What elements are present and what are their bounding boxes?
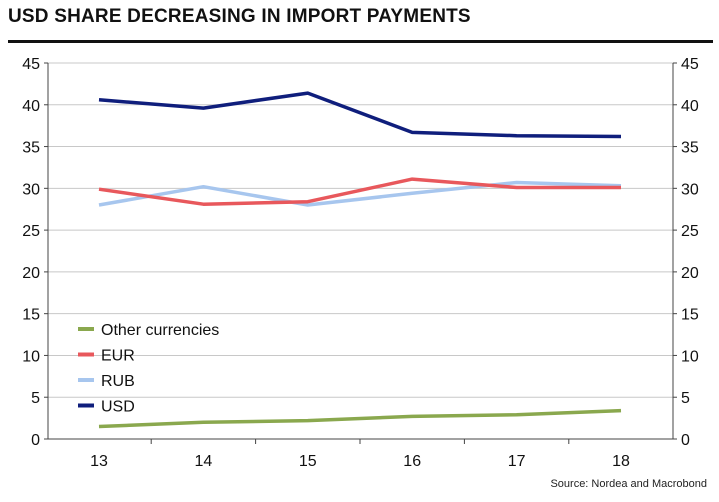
tick-labels: 0 0 5 5 10 10 15 15 20 20 25 25 30 30 35 35 40 40 45 45 13 14… xyxy=(22,56,699,470)
y-tick-label-left: 40 xyxy=(22,98,40,115)
y-tick-label-left: 20 xyxy=(22,265,40,282)
legend-label-rub: RUB xyxy=(101,373,135,390)
y-tick-label-left: 10 xyxy=(22,348,40,365)
y-tick-label-left: 35 xyxy=(22,140,40,157)
x-tick-label-16: 16 xyxy=(403,453,421,470)
series-lines xyxy=(98,91,622,429)
legend: Other currencies EUR RUB USD xyxy=(78,322,219,416)
y-tick-label-left: 15 xyxy=(22,307,40,324)
title-underline xyxy=(8,40,713,43)
y-tick-label-right: 40 xyxy=(681,98,699,115)
series-line-usd xyxy=(98,91,622,139)
y-tick-label-right: 30 xyxy=(681,181,699,198)
y-tick-label-left: 45 xyxy=(22,56,40,73)
x-tick-label-15: 15 xyxy=(299,453,317,470)
y-tick-label-right: 35 xyxy=(681,140,699,157)
y-tick-label-right: 0 xyxy=(681,432,690,449)
legend-label-usd: USD xyxy=(101,399,135,416)
x-tick-label-17: 17 xyxy=(508,453,526,470)
y-tick-label-right: 45 xyxy=(681,56,699,73)
x-tick-label-18: 18 xyxy=(612,453,630,470)
legend-label-other-currencies: Other currencies xyxy=(101,322,219,339)
y-tick-label-left: 0 xyxy=(31,432,40,449)
y-tick-label-right: 25 xyxy=(681,223,699,240)
x-tick-label-14: 14 xyxy=(195,453,213,470)
y-tick-label-left: 25 xyxy=(22,223,40,240)
y-tick-label-right: 10 xyxy=(681,348,699,365)
series-line-rub xyxy=(98,180,622,207)
y-tick-label-left: 5 xyxy=(31,390,40,407)
y-tick-label-right: 5 xyxy=(681,390,690,407)
series-line-eur xyxy=(98,177,621,206)
axes xyxy=(44,62,677,444)
x-tick-label-13: 13 xyxy=(90,453,108,470)
y-tick-label-right: 15 xyxy=(681,307,699,324)
legend-label-eur: EUR xyxy=(101,348,135,365)
series-line-other-currencies xyxy=(98,408,622,429)
chart-title: USD SHARE DECREASING IN IMPORT PAYMENTS xyxy=(8,6,471,27)
y-tick-label-left: 30 xyxy=(22,181,40,198)
grid-lines xyxy=(48,62,673,398)
y-tick-label-right: 20 xyxy=(681,265,699,282)
source-note: Source: Nordea and Macrobond xyxy=(550,478,707,490)
